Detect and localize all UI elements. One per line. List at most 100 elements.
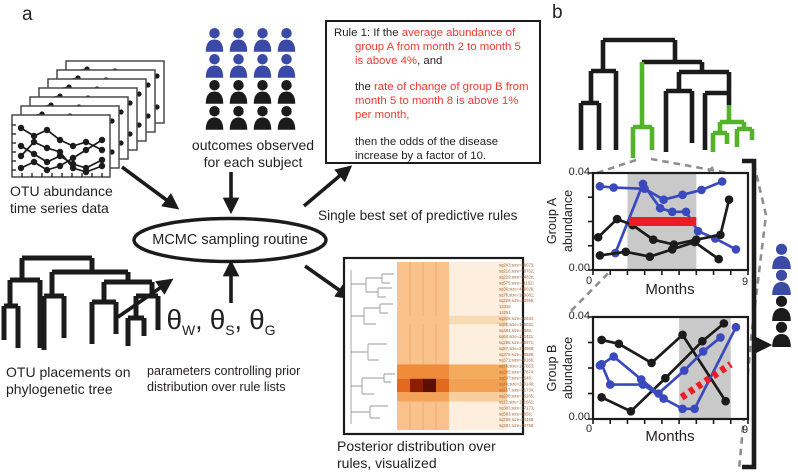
- svg-text:sq229;size=54828;: sq229;size=54828;: [499, 274, 534, 279]
- person-icon: [253, 27, 272, 52]
- svg-text:sq49;size=289148;: sq49;size=289148;: [499, 382, 534, 387]
- theta-symbol: θ: [249, 304, 265, 335]
- svg-text:sq243;size=88073;: sq243;size=88073;: [499, 263, 534, 268]
- svg-text:sq216;size=78782;: sq216;size=78782;: [499, 268, 534, 273]
- svg-text:sq79;size=137853;: sq79;size=137853;: [499, 364, 534, 369]
- group-b-x9-label: 9: [742, 424, 749, 436]
- tree-green-clades: [630, 62, 755, 158]
- svg-text:14251: 14251: [499, 310, 511, 315]
- rule-text-part: month 5 to month 8 is above 1%: [355, 95, 519, 108]
- phylo-caption: OTU placements on phylogenetic tree: [6, 364, 166, 398]
- plots-bracket: [742, 158, 757, 470]
- svg-text:sq371;size=46286;: sq371;size=46286;: [499, 358, 534, 363]
- dashed-link-groupB-right: [737, 163, 768, 471]
- rule-text-part: group A from month 2 to month 5: [355, 40, 521, 53]
- panel-b-label: b: [552, 2, 563, 23]
- rule-text-line: increase by a factor of 10.: [334, 150, 533, 164]
- otu-stack-caption-line1: OTU abundance: [10, 183, 113, 199]
- otu-timeseries-stack: [11, 60, 165, 178]
- person-icon: [277, 27, 296, 52]
- phylo-caption-line1: OTU placements on: [6, 364, 131, 380]
- group-b-ymax-label: 0.04: [568, 310, 590, 322]
- group-a-ymax-label: 0.04: [568, 166, 590, 178]
- svg-text:sq238;size=54488;: sq238;size=54488;: [499, 417, 534, 422]
- rule-text-part: average abundance of: [401, 27, 516, 39]
- phylo-caption-line2: phylogenetic tree: [6, 381, 113, 397]
- person-icon: [229, 27, 248, 52]
- svg-text:14318: 14318: [499, 304, 511, 309]
- rule-text-part: rate of change of group B from: [374, 81, 529, 94]
- group-a-x0-label: 0: [586, 275, 593, 287]
- posterior-caption-line1: Posterior distribution over: [337, 438, 496, 454]
- svg-text:sq385;size=17874;: sq385;size=17874;: [499, 370, 534, 375]
- group-a-plot: [588, 171, 750, 275]
- svg-text:sq157;size=51734;: sq157;size=51734;: [499, 387, 534, 392]
- group-a-ylabel-line2: abundance: [561, 189, 575, 253]
- svg-text:sq285;size=95971;: sq285;size=95971;: [499, 340, 534, 345]
- person-icon: [229, 53, 248, 78]
- subjects-people-column: [769, 243, 794, 347]
- rule-text-part: is above 4%: [355, 54, 418, 67]
- rule-text-part: , and: [417, 54, 443, 67]
- svg-text:sq87;size=314968;: sq87;size=314968;: [499, 346, 534, 351]
- group-b-ylabel-line1: Group B: [545, 344, 559, 392]
- theta-caption-line2: distribution over rule lists: [147, 380, 286, 394]
- panel-a-label: a: [22, 4, 33, 25]
- svg-text:sq575;size=11152;: sq575;size=11152;: [499, 280, 534, 285]
- otu-stack-caption-line2: time series data: [10, 200, 109, 216]
- outcomes-people-grid: [204, 27, 297, 130]
- rule-text-line: month 5 to month 8 is above 1%: [334, 95, 533, 109]
- person-icon: [772, 269, 791, 295]
- mcmc-label: MCMC sampling routine: [152, 232, 308, 248]
- person-icon: [229, 79, 248, 104]
- svg-text:sq85;size=105031;: sq85;size=105031;: [499, 322, 534, 327]
- rule-text-line: per month,: [334, 109, 533, 123]
- tree-black-branches: [578, 37, 732, 152]
- group-a-xlabel: Months: [645, 281, 695, 298]
- person-icon: [772, 295, 791, 321]
- arrow-mcmc-to-rules: [302, 165, 353, 208]
- rule-text-part: the: [355, 81, 374, 94]
- rule-text-line: Rule 1: If the average abundance of: [334, 27, 533, 41]
- svg-text:sq484;size=9668;: sq484;size=9668;: [499, 328, 532, 333]
- svg-text:sq228;size=33956;: sq228;size=33956;: [499, 298, 534, 303]
- theta-symbol: θ: [166, 304, 183, 335]
- person-icon: [205, 27, 224, 52]
- mcmc-ellipse: [132, 216, 328, 264]
- best-rules-label: Single best set of predictive rules: [318, 208, 518, 223]
- theta-subscript: G: [264, 322, 276, 338]
- outcomes-caption: outcomes observed for each subject: [183, 137, 323, 171]
- outcomes-caption-line2: for each subject: [203, 154, 303, 170]
- rule-text-part: then the odds of the disease: [355, 135, 499, 148]
- group-a-ymin-label: 0.00: [568, 262, 590, 274]
- person-icon: [772, 243, 791, 269]
- group-b-ymin-label: 0.00: [568, 411, 590, 423]
- svg-text:sq226;size=52634;: sq226;size=52634;: [499, 316, 534, 321]
- person-icon: [277, 105, 296, 130]
- person-icon: [253, 79, 272, 104]
- arrow-timeseries-to-mcmc: [120, 165, 180, 210]
- posterior-caption: Posterior distribution over rules, visua…: [337, 438, 557, 472]
- panel-b-tree: [578, 37, 755, 158]
- svg-text:sq583;size=5858;: sq583;size=5858;: [499, 411, 532, 416]
- rule-text: Rule 1: If the average abundance of group…: [334, 27, 533, 163]
- group-b-plot: [588, 315, 750, 424]
- theta-separator: ,: [234, 305, 250, 335]
- rule-text-line: then the odds of the disease: [334, 136, 533, 150]
- svg-text:sq281;size=24758;: sq281;size=24758;: [499, 423, 534, 428]
- svg-text:sq78;size=169081;: sq78;size=169081;: [499, 292, 534, 297]
- rule-text-part: increase by a factor of 10.: [355, 149, 487, 162]
- rule-text-line: is above 4%, and: [334, 55, 533, 69]
- group-b-ylabel-line2: abundance: [561, 336, 575, 400]
- person-icon: [205, 105, 224, 130]
- flow-arrows: [116, 165, 353, 319]
- posterior-heatmap: sq243;size=88073;sq216;size=78782;sq229;…: [342, 256, 534, 436]
- svg-text:sq378;size=18588;: sq378;size=18588;: [499, 352, 534, 357]
- rule-text-part: Rule 1: If the: [334, 27, 402, 39]
- dashed-link-groupA-right: [650, 157, 746, 178]
- otu-stack-caption: OTU abundance time series data: [10, 183, 170, 217]
- theta-parameters: θW, θS, θG: [146, 304, 296, 338]
- theta-symbol: θ: [209, 304, 226, 335]
- svg-text:sq238;size=15165;: sq238;size=15165;: [499, 393, 534, 398]
